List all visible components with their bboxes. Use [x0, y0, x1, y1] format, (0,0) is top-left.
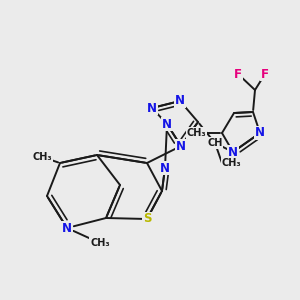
Text: S: S	[143, 212, 151, 226]
Text: N: N	[62, 221, 72, 235]
Text: N: N	[175, 94, 185, 107]
Text: CH₃: CH₃	[186, 128, 206, 138]
Text: N: N	[162, 118, 172, 130]
Text: F: F	[234, 68, 242, 80]
Text: N: N	[147, 101, 157, 115]
Text: N: N	[176, 140, 186, 152]
Text: N: N	[160, 161, 170, 175]
Text: CH₃: CH₃	[222, 158, 242, 168]
Text: N: N	[228, 146, 238, 158]
Text: N: N	[255, 127, 265, 140]
Text: CH₃: CH₃	[90, 238, 110, 248]
Text: CH: CH	[207, 138, 223, 148]
Text: F: F	[261, 68, 269, 80]
Text: CH₃: CH₃	[32, 152, 52, 162]
